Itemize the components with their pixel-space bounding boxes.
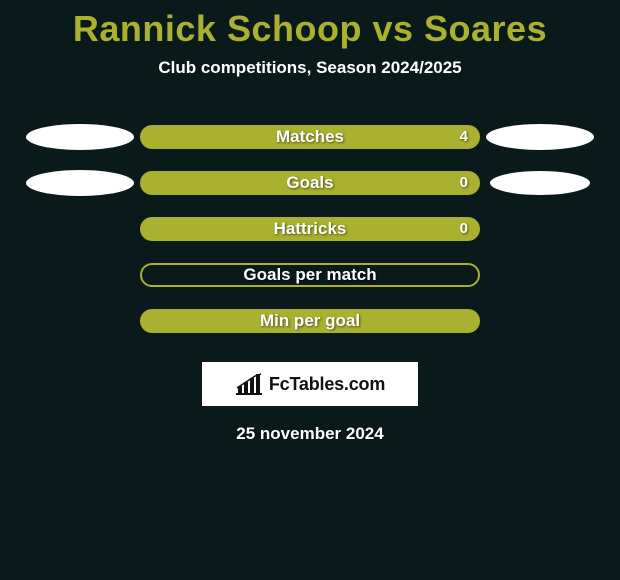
left-marker	[20, 298, 140, 344]
bar-chart-icon	[235, 373, 263, 395]
stat-value-right: 0	[460, 171, 468, 195]
stat-row-hattricks: Hattricks 0	[0, 206, 620, 252]
stat-row-min-per-goal: Min per goal	[0, 298, 620, 344]
ellipse-icon	[26, 124, 134, 150]
left-marker	[20, 206, 140, 252]
stat-bar: Hattricks 0	[140, 217, 480, 241]
stat-row-goals: Goals 0	[0, 160, 620, 206]
stat-label: Matches	[142, 125, 478, 149]
left-marker	[20, 160, 140, 206]
subtitle: Club competitions, Season 2024/2025	[0, 58, 620, 78]
vs-text: vs	[372, 8, 413, 49]
date-text: 25 november 2024	[0, 424, 620, 444]
ellipse-icon	[486, 124, 594, 150]
stat-bar: Goals 0	[140, 171, 480, 195]
right-marker	[480, 252, 600, 298]
right-marker	[480, 114, 600, 160]
source-logo-text: FcTables.com	[269, 374, 385, 395]
source-logo: FcTables.com	[202, 362, 418, 406]
ellipse-icon	[490, 171, 590, 195]
ellipse-icon	[26, 170, 134, 196]
stat-row-goals-per-match: Goals per match	[0, 252, 620, 298]
right-marker	[480, 206, 600, 252]
stat-label: Goals	[142, 171, 478, 195]
stat-value-right: 0	[460, 217, 468, 241]
stat-label: Min per goal	[142, 309, 478, 333]
player2-name: Soares	[424, 8, 547, 49]
stat-value-right: 4	[460, 125, 468, 149]
stat-rows: Matches 4 Goals 0	[0, 114, 620, 344]
stat-label: Goals per match	[142, 263, 478, 287]
page-title: Rannick Schoop vs Soares	[0, 0, 620, 50]
stat-row-matches: Matches 4	[0, 114, 620, 160]
right-marker	[480, 160, 600, 206]
right-marker	[480, 298, 600, 344]
stat-label: Hattricks	[142, 217, 478, 241]
comparison-card: Rannick Schoop vs Soares Club competitio…	[0, 0, 620, 580]
left-marker	[20, 114, 140, 160]
stat-bar: Matches 4	[140, 125, 480, 149]
player1-name: Rannick Schoop	[73, 8, 362, 49]
left-marker	[20, 252, 140, 298]
stat-bar: Goals per match	[140, 263, 480, 287]
stat-bar: Min per goal	[140, 309, 480, 333]
